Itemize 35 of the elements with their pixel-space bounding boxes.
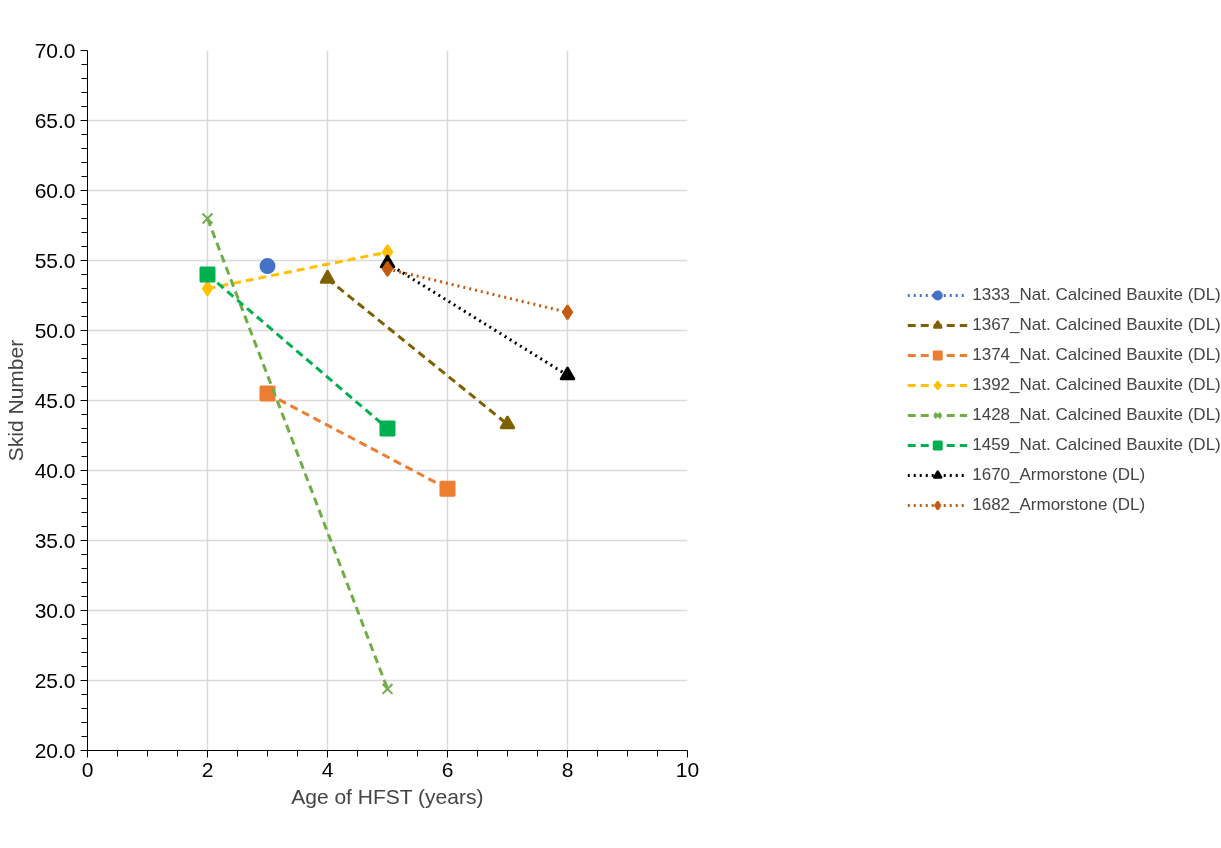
y-tick-label: 70.0 bbox=[34, 38, 76, 62]
point bbox=[439, 480, 456, 497]
x-tick-label: 10 bbox=[675, 757, 700, 781]
x-tick-label: 2 bbox=[201, 757, 214, 781]
y-tick-label: 50.0 bbox=[34, 318, 76, 342]
x-tick-label: 8 bbox=[561, 757, 574, 781]
point bbox=[561, 304, 574, 321]
point bbox=[199, 266, 216, 283]
y-tick-label: 25.0 bbox=[34, 668, 76, 692]
legend-label: 1428_Nat. Calcined Bauxite (DL) bbox=[972, 405, 1221, 425]
legend-label: 1374_Nat. Calcined Bauxite (DL) bbox=[972, 345, 1221, 365]
point bbox=[379, 420, 396, 437]
y-tick-label: 30.0 bbox=[34, 598, 76, 622]
legend-label: 1682_Armorstone (DL) bbox=[972, 495, 1146, 515]
y-tick-label: 60.0 bbox=[34, 178, 76, 202]
y-tick-label: 40.0 bbox=[34, 458, 76, 482]
point bbox=[259, 258, 276, 275]
y-tick-label: 55.0 bbox=[34, 248, 76, 272]
y-tick-label: 20.0 bbox=[34, 738, 76, 762]
y-tick-label: 65.0 bbox=[34, 108, 76, 132]
point bbox=[201, 280, 214, 297]
legend-label: 1459_Nat. Calcined Bauxite (DL) bbox=[972, 435, 1221, 455]
point bbox=[381, 682, 394, 695]
legend-label: 1670_Armorstone (DL) bbox=[972, 465, 1146, 485]
y-axis-title: Skid Number bbox=[3, 339, 27, 462]
x-tick-label: 6 bbox=[441, 757, 454, 781]
legend-label: 1367_Nat. Calcined Bauxite (DL) bbox=[972, 315, 1221, 335]
x-tick-label: 4 bbox=[321, 757, 334, 781]
y-tick-label: 35.0 bbox=[34, 528, 76, 552]
point bbox=[201, 212, 214, 225]
legend-label: 1392_Nat. Calcined Bauxite (DL) bbox=[972, 375, 1221, 395]
y-tick-label: 45.0 bbox=[34, 388, 76, 412]
x-tick-label: 0 bbox=[81, 757, 94, 781]
x-axis-title: Age of HFST (years) bbox=[291, 784, 484, 808]
legend-label: 1333_Nat. Calcined Bauxite (DL) bbox=[972, 285, 1221, 305]
